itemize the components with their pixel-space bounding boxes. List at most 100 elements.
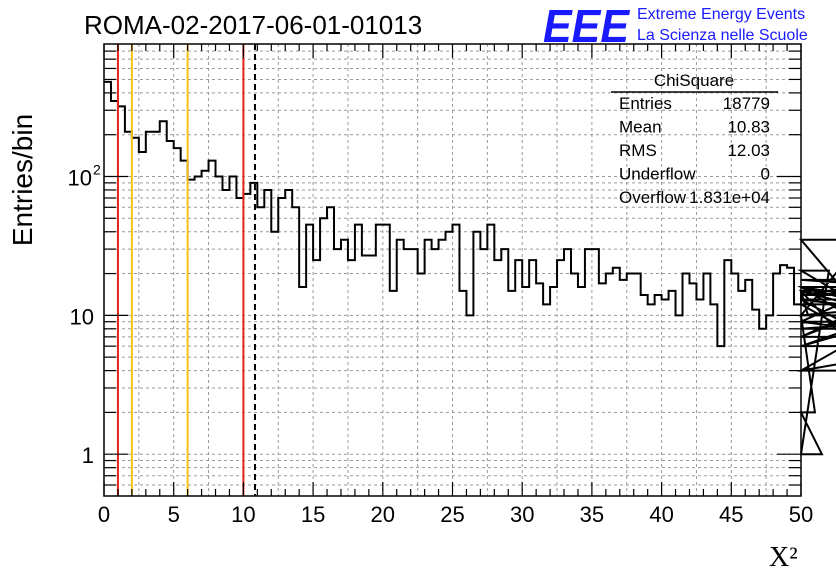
histogram-bin [432,249,439,496]
histogram-bin [397,240,404,496]
histogram-bin [557,260,564,496]
histogram-bin [271,232,278,496]
y-tick-label: 10 [68,165,92,190]
histogram-bin [355,225,362,496]
x-tick-label: 30 [510,502,534,527]
histogram-bin [362,255,369,496]
histogram-bin [125,132,132,496]
histogram-bin [648,304,655,496]
histogram-bin [285,190,292,496]
histogram-bin [487,225,494,496]
histogram-bin [501,249,508,496]
eee-logo: EEE Extreme Energy Events La Scienza nel… [543,0,808,52]
histogram-bin [111,101,118,496]
histogram-bin [118,106,125,496]
histogram-bin [299,287,306,496]
histogram-bin [703,274,710,496]
chart-title: ROMA-02-2017-06-01-01013 [84,10,422,40]
histogram-bin [418,274,425,496]
x-tick-label: 0 [98,502,110,527]
histogram-bin [153,132,160,496]
histogram-bin [606,274,613,496]
histogram-bin [341,240,348,496]
histogram-bin [613,268,620,496]
histogram-bin [278,198,285,496]
x-tick-label: 25 [440,502,464,527]
histogram-bin [216,176,223,496]
stats-label: Underflow [619,165,696,184]
stats-value: 0 [761,165,770,184]
histogram-bin [146,132,153,496]
histogram-bin [453,225,460,496]
histogram-bin [717,346,724,496]
x-tick-label: 50 [789,502,813,527]
stats-box: ChiSquare Entries 18779 Mean 10.83 RMS 12.03 U… [611,71,778,207]
histogram-bin [627,274,634,496]
histogram-bin [404,249,411,496]
histogram-bin [515,260,522,496]
histogram-bin [696,300,703,496]
stats-value: 10.83 [727,118,770,137]
histogram-bin [174,148,181,496]
histogram-bin [209,161,216,496]
histogram-bin [459,291,466,496]
stats-label: RMS [619,141,657,160]
histogram-bin [676,315,683,496]
histogram-bin [466,315,473,496]
histogram-bin [306,225,313,496]
stats-value: 1.831e+04 [689,188,770,207]
histogram-bin [446,232,453,496]
histogram-bin [257,207,264,496]
histogram-bin [334,249,341,496]
x-tick-label: 5 [168,502,180,527]
histogram-bin [724,260,731,496]
histogram-bin [745,280,752,496]
cut-lines [116,44,256,496]
histogram-bin [188,180,195,496]
histogram-bin [571,274,578,496]
histogram-bin [599,283,606,496]
histogram-bin [160,121,167,496]
histogram-bin [766,315,773,496]
histogram-bin [411,249,418,496]
histogram-bin [738,291,745,496]
histogram-bin [243,194,250,496]
histogram-bin [320,218,327,496]
histogram-bin [264,190,271,496]
histogram-bin [195,176,202,496]
histogram-bin [536,283,543,496]
histogram-bin [327,207,334,496]
x-tick-labels: 0 5 10 15 20 25 30 35 40 45 50 [98,502,813,527]
histogram-bin [348,260,355,496]
logo-line1: Extreme Energy Events [637,6,805,23]
histogram-bin [662,300,669,496]
histogram-bin [683,274,690,496]
histogram-bin [731,274,738,496]
histogram-bin [710,304,717,496]
histogram-bin [634,274,641,496]
histogram-bin [439,240,446,496]
histogram-bin [669,291,676,496]
histogram-bin [578,287,585,496]
y-tick-exponent: 2 [93,161,101,177]
x-axis-label: X² [769,542,798,572]
histogram-bin [655,295,662,496]
axis-ticks [103,44,802,496]
histogram-bin [473,232,480,496]
histogram-bin [250,183,257,496]
stats-label: Overflow [619,188,687,207]
stats-label: Entries [619,94,672,113]
stats-name: ChiSquare [654,71,734,90]
histogram-bin [592,249,599,496]
histogram-bin [181,161,188,496]
logo-line2: La Scienza nelle Scuole [637,27,808,44]
histogram-bin [641,295,648,496]
histogram-bin [773,274,780,496]
x-tick-label: 45 [719,502,743,527]
histogram-bin [759,329,766,496]
histogram-bin [508,291,515,496]
x-tick-label: 15 [301,502,325,527]
y-axis-label: Entries/bin [7,114,38,246]
histogram-bin [390,291,397,496]
